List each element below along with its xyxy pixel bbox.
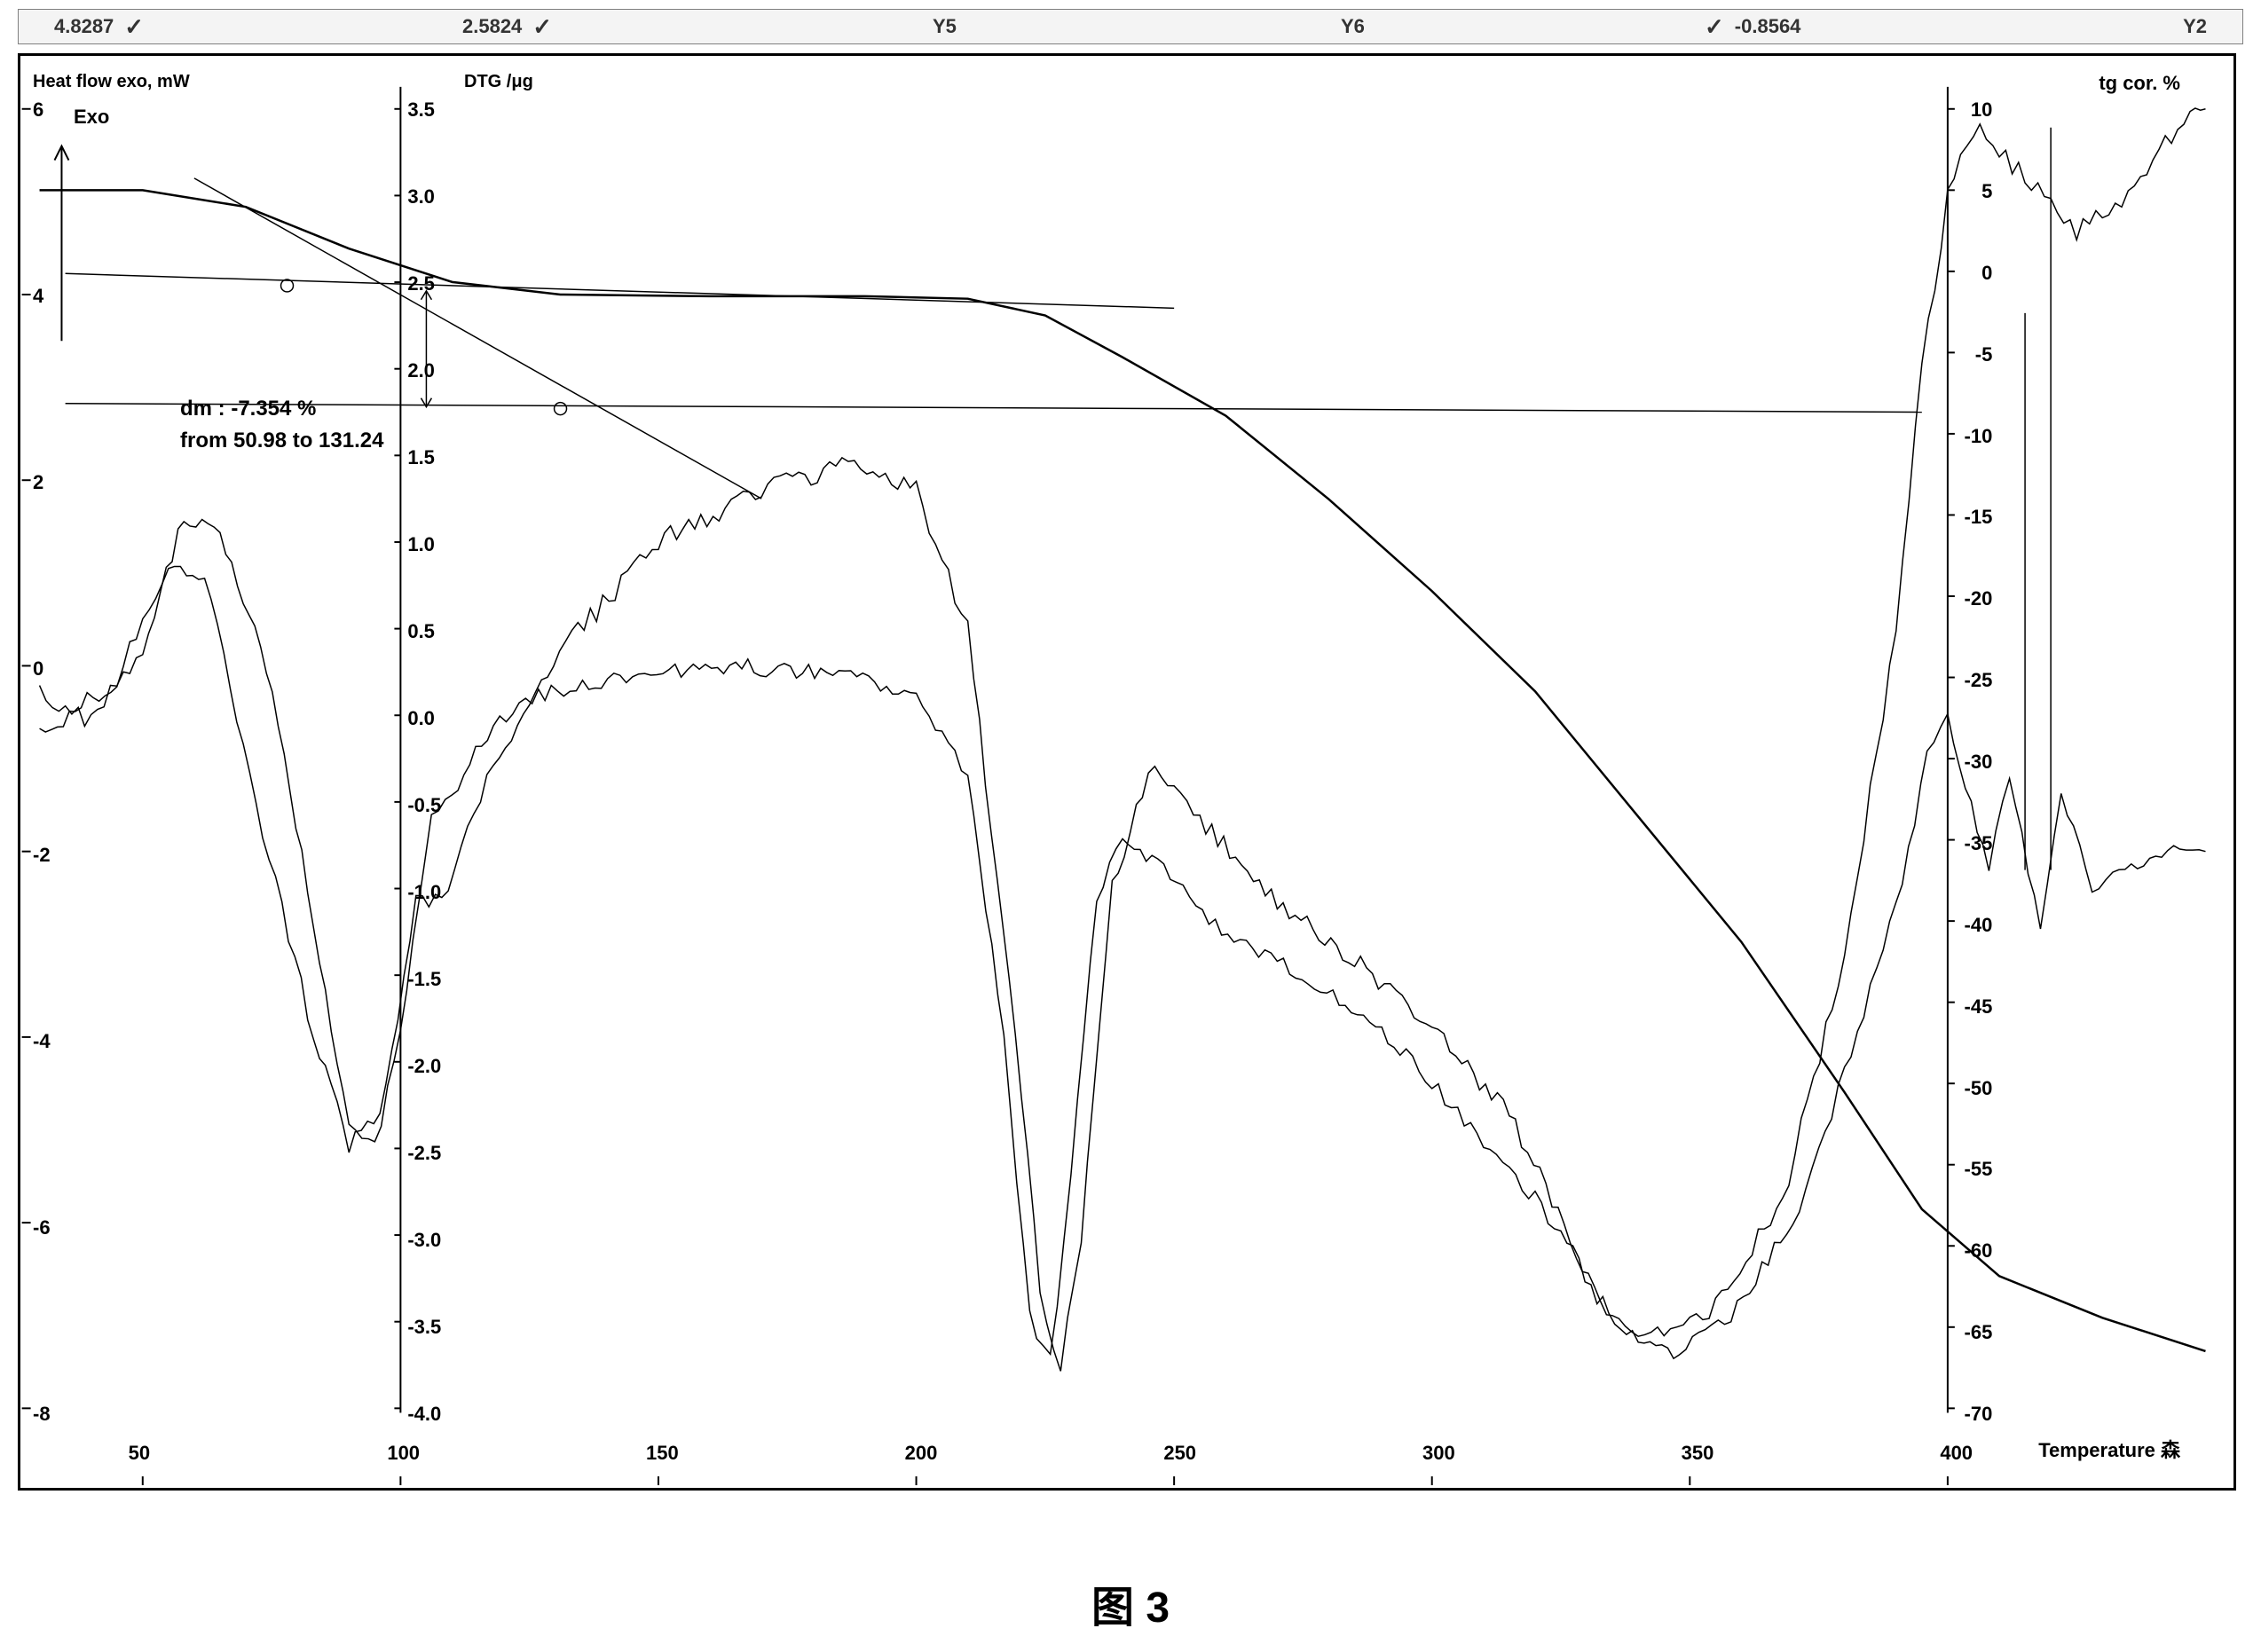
chart-svg [20,56,2233,1488]
tick-label: 5 [1952,180,1992,203]
header-y2: Y2 [2165,15,2225,38]
tick-label: 2.5 [407,272,435,295]
tick-label: -1.0 [407,881,441,904]
header-value: -0.8564 [1735,15,1801,38]
tick-label: 1.5 [407,446,435,469]
check-icon: ✓ [124,13,144,41]
tick-label: 3.0 [407,185,435,208]
tick-label: -30 [1952,751,1992,774]
header-value: 2.5824 [462,15,522,38]
tick-label: -40 [1952,914,1992,937]
tick-label: 150 [646,1442,679,1465]
tick-label: -55 [1952,1158,1992,1181]
header-value: 4.8287 [54,15,114,38]
tick-label: 0.5 [407,620,435,643]
x-axis-label: Temperature 森 [2038,1435,2180,1463]
annotation-line2: from 50.98 to 131.24 [180,425,383,457]
header-label: Y6 [1341,15,1365,38]
tick-label: 200 [905,1442,938,1465]
y3-axis-label: tg cor. % [2099,72,2180,95]
header-label: Y5 [933,15,957,38]
tick-label: 0 [33,657,43,680]
header-val-2: 2.5824 ✓ [445,13,570,41]
header-val-1: 4.8287 ✓ [36,13,162,41]
header-val-3: ✓ -0.8564 [1687,13,1818,41]
annotation: dm : -7.354 % from 50.98 to 131.24 [180,393,383,457]
tick-label: 1.0 [407,533,435,556]
tick-label: 2.0 [407,359,435,382]
tick-label: -65 [1952,1321,1992,1344]
header-y6: Y6 [1323,15,1383,38]
tick-label: -3.5 [407,1316,441,1339]
header-y5: Y5 [915,15,974,38]
tick-label: 6 [33,98,43,122]
check-icon: ✓ [1705,13,1724,41]
tick-label: -5 [1952,343,1992,366]
tick-label: 250 [1163,1442,1196,1465]
tick-label: 10 [1952,98,1992,122]
tick-label: 4 [33,285,43,308]
check-icon: ✓ [532,13,552,41]
y1-axis-label: Heat flow exo, mW [33,72,190,92]
exo-label: Exo [74,106,109,129]
tick-label: 350 [1682,1442,1714,1465]
tick-label: 3.5 [407,98,435,122]
tick-label: 300 [1422,1442,1455,1465]
tick-label: -2.0 [407,1055,441,1078]
tick-label: -60 [1952,1239,1992,1263]
tick-label: -20 [1952,587,1992,610]
figure-caption: 图 3 [1091,1572,1170,1634]
tick-label: -70 [1952,1403,1992,1426]
tick-label: -3.0 [407,1229,441,1252]
tick-label: 0.0 [407,707,435,730]
tick-label: -35 [1952,832,1992,855]
header-bar: 4.8287 ✓ 2.5824 ✓ Y5 Y6 ✓ -0.8564 Y2 [18,9,2243,44]
tick-label: 100 [387,1442,420,1465]
tick-label: -10 [1952,425,1992,448]
tick-label: -4.0 [407,1403,441,1426]
tick-label: -45 [1952,995,1992,1019]
tick-label: -1.5 [407,968,441,991]
tick-label: -4 [33,1030,51,1053]
tick-label: 0 [1952,262,1992,285]
tick-label: -6 [33,1216,51,1239]
tick-label: 2 [33,471,43,494]
header-label: Y2 [2183,15,2207,38]
tick-label: -25 [1952,669,1992,692]
y2-axis-label: DTG /μg [464,72,533,92]
tick-label: -2 [33,844,51,867]
tick-label: -15 [1952,506,1992,529]
tick-label: -0.5 [407,794,441,817]
tick-label: 50 [129,1442,150,1465]
chart-frame: Heat flow exo, mW Exo DTG /μg tg cor. % … [18,53,2236,1491]
annotation-line1: dm : -7.354 % [180,393,383,425]
tick-label: -2.5 [407,1142,441,1165]
tick-label: 400 [1940,1442,1973,1465]
tick-label: -50 [1952,1077,1992,1100]
tick-label: -8 [33,1403,51,1426]
